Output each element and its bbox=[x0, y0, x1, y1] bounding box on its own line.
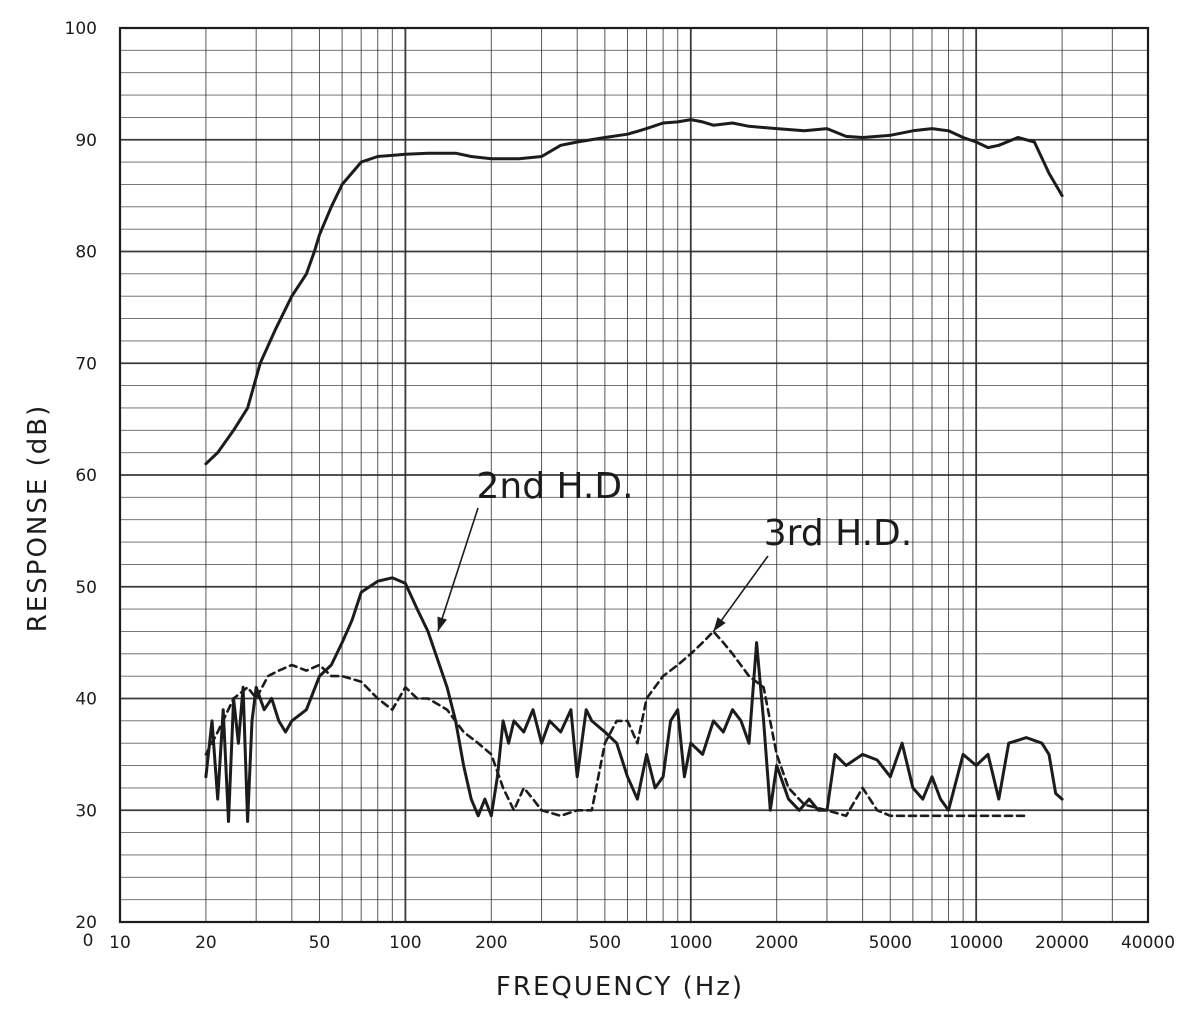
x-tick-label: 200 bbox=[475, 933, 507, 953]
y-tick-label: 20 bbox=[75, 913, 97, 933]
tick-labels: 10 20 50 100 200 500 1000 2000 5000 10000 20000 400… bbox=[65, 19, 1176, 953]
x-tick-label: 2000 bbox=[755, 933, 798, 953]
plot-frame bbox=[118, 26, 1150, 924]
x-tick-label: 100 bbox=[389, 933, 421, 953]
series-line-2nd-hd bbox=[204, 576, 1064, 823]
x-tick-label: 5000 bbox=[869, 933, 912, 953]
annotation-arrow-3rd-hd bbox=[712, 555, 769, 632]
annotation-arrowhead-2nd-hd bbox=[437, 616, 447, 632]
annotation-label-2nd-hd: 2nd H.D. bbox=[476, 466, 633, 507]
y-tick-label: 50 bbox=[75, 578, 97, 598]
annotation-arrowhead-3rd-hd bbox=[713, 617, 726, 632]
y-axis-title: RESPONSE (dB) bbox=[23, 404, 53, 632]
plot-border bbox=[118, 26, 1150, 924]
y-tick-label: 90 bbox=[75, 131, 97, 151]
y-tick-label: 60 bbox=[75, 466, 97, 486]
x-tick-label: 50 bbox=[309, 933, 331, 953]
y-tick-label: 100 bbox=[65, 19, 97, 39]
annotations: 2nd H.D. 3rd H.D. bbox=[437, 466, 912, 632]
series-line-3rd-hd bbox=[204, 630, 1028, 818]
x-tick-label: 10000 bbox=[949, 933, 1003, 953]
x-tick-label: 40000 bbox=[1121, 933, 1175, 953]
x-tick-label: 20 bbox=[195, 933, 217, 953]
x-tick-label: 500 bbox=[589, 933, 621, 953]
x-origin-label: 0 bbox=[83, 931, 94, 951]
x-tick-label: 10 bbox=[109, 933, 131, 953]
y-tick-label: 80 bbox=[75, 243, 97, 263]
y-tick-label: 40 bbox=[75, 690, 97, 710]
y-tick-label: 30 bbox=[75, 801, 97, 821]
x-axis-title: FREQUENCY (Hz) bbox=[496, 972, 744, 1002]
annotation-arrow-2nd-hd bbox=[437, 507, 479, 632]
series-line-response bbox=[204, 118, 1064, 466]
annotation-label-3rd-hd: 3rd H.D. bbox=[764, 513, 912, 554]
y-tick-label: 70 bbox=[75, 354, 97, 374]
series-group bbox=[204, 118, 1064, 823]
x-tick-label: 20000 bbox=[1035, 933, 1089, 953]
x-tick-label: 1000 bbox=[669, 933, 712, 953]
